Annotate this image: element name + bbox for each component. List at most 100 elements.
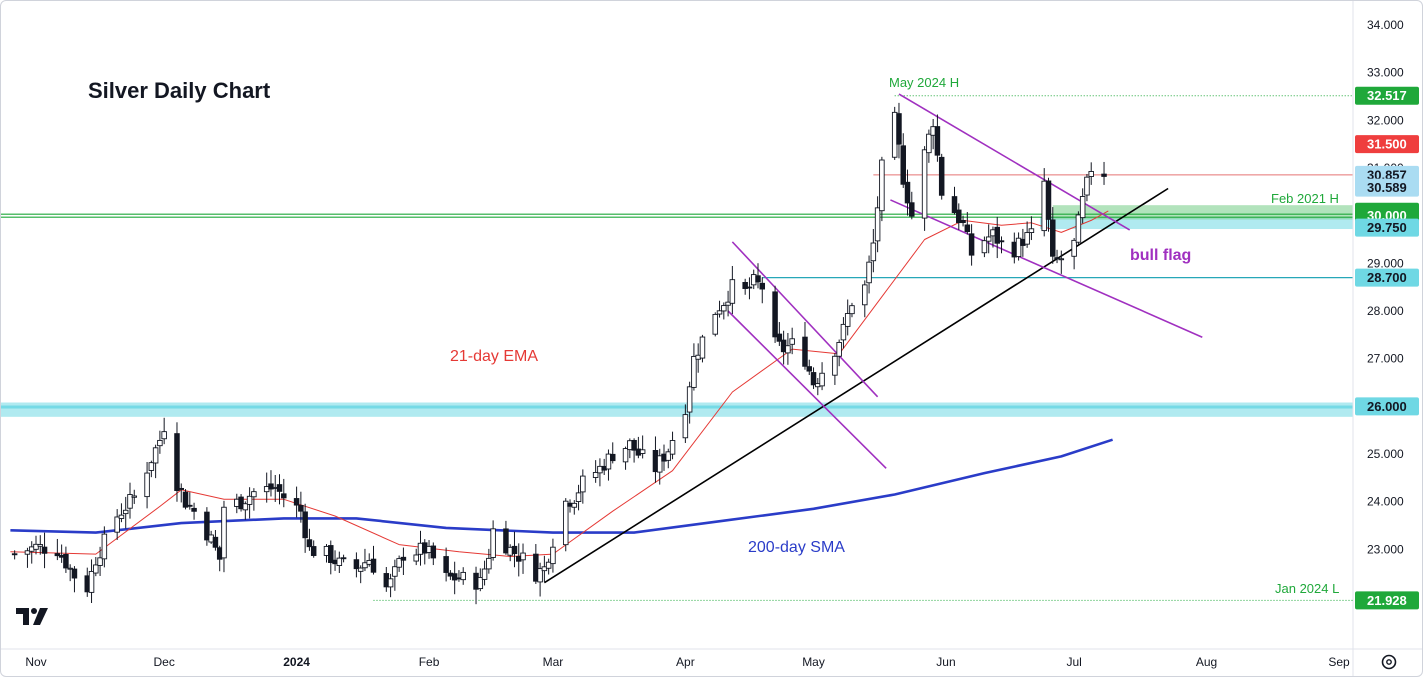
- candle: [268, 470, 274, 497]
- y-tick-label: 33.000: [1367, 66, 1404, 80]
- candle: [481, 560, 488, 586]
- candle-body: [174, 433, 180, 491]
- candle: [310, 540, 317, 558]
- price-level-badge: 32.517: [1355, 86, 1419, 105]
- zone-30082: [1052, 205, 1353, 220]
- candle: [938, 153, 945, 200]
- y-tick-label: 34.000: [1367, 18, 1404, 32]
- candle-body: [451, 573, 458, 581]
- candle-body: [520, 552, 526, 561]
- candle: [900, 133, 906, 188]
- candle: [592, 460, 599, 483]
- candle: [866, 255, 872, 294]
- candle: [699, 334, 706, 363]
- x-tick-label: Dec: [153, 655, 174, 669]
- candle-body: [609, 453, 616, 462]
- candle-body: [1084, 176, 1090, 196]
- candle-body: [806, 366, 813, 372]
- candle-body: [537, 568, 543, 583]
- candle: [840, 317, 847, 349]
- price-level-badge-bg: [1355, 591, 1419, 610]
- candle: [182, 489, 189, 510]
- candle-body: [691, 355, 697, 388]
- sma200-label: 200-day SMA: [748, 539, 845, 556]
- candle-body: [904, 181, 911, 204]
- candle-body: [370, 558, 377, 573]
- candle: [862, 280, 868, 318]
- price-level-badge-label: 30.857: [1367, 167, 1407, 182]
- candle-body: [357, 567, 364, 572]
- candle-body: [413, 554, 419, 562]
- candle-body: [836, 342, 842, 357]
- candle: [609, 442, 616, 464]
- candle-body: [246, 495, 253, 505]
- candle-body: [759, 282, 766, 290]
- candle: [41, 532, 48, 569]
- candle-body: [1058, 258, 1065, 261]
- price-level-badge: 21.928: [1355, 591, 1419, 610]
- y-tick-label: 24.000: [1367, 495, 1404, 509]
- candle: [1088, 162, 1094, 185]
- candle: [776, 322, 783, 346]
- candle: [849, 302, 855, 318]
- candle: [174, 422, 180, 502]
- candle: [759, 277, 766, 304]
- candle-body: [353, 559, 360, 570]
- candle: [870, 229, 877, 273]
- candle: [148, 460, 155, 478]
- candle: [836, 339, 842, 367]
- x-tick-label: Jul: [1066, 655, 1081, 669]
- candle: [477, 568, 484, 592]
- y-tick-label: 25.000: [1367, 447, 1404, 461]
- candle-body: [71, 568, 78, 579]
- candle: [63, 546, 69, 573]
- chart-title: Silver Daily Chart: [88, 78, 271, 103]
- candle: [746, 277, 753, 300]
- candle-body: [242, 503, 249, 511]
- candle-body: [298, 504, 304, 512]
- candle-body: [114, 516, 120, 533]
- candle-body: [387, 578, 394, 588]
- candle-body: [832, 355, 838, 376]
- candle-body: [810, 372, 817, 386]
- candle-body: [934, 126, 941, 156]
- ema21-label: 21-day EMA: [450, 348, 538, 365]
- candle-body: [533, 553, 539, 582]
- candle: [802, 321, 808, 370]
- candle-body: [964, 224, 971, 233]
- candle-body: [221, 506, 227, 559]
- may-2024-high-label: May 2024 H: [889, 75, 959, 90]
- candle: [571, 500, 578, 515]
- candle: [118, 503, 125, 523]
- candle: [951, 186, 958, 215]
- candle: [806, 359, 813, 375]
- candle-body: [909, 202, 915, 217]
- candle: [88, 559, 95, 604]
- candle-body: [716, 310, 723, 315]
- candle: [956, 203, 962, 230]
- candle: [1075, 211, 1082, 245]
- candle-body: [755, 275, 761, 283]
- x-tick-label: Aug: [1196, 655, 1217, 669]
- candle: [631, 438, 637, 463]
- candle-body: [251, 491, 257, 498]
- candle-body: [276, 484, 283, 492]
- price-level-badge-label: 21.928: [1367, 593, 1407, 608]
- candle: [101, 526, 108, 568]
- gear-icon[interactable]: [1381, 654, 1397, 670]
- candle: [960, 215, 966, 227]
- candle-body: [985, 236, 992, 242]
- candle: [97, 546, 103, 576]
- candle: [716, 300, 723, 318]
- candle: [1015, 232, 1022, 261]
- candle-body: [430, 545, 437, 559]
- candle: [357, 565, 364, 584]
- candle: [639, 435, 646, 459]
- candle-body: [1024, 232, 1030, 245]
- candle: [537, 562, 543, 597]
- candle-body: [336, 557, 343, 566]
- ema21-layer: [10, 210, 1109, 557]
- price-level-badge-bg: [1355, 178, 1419, 197]
